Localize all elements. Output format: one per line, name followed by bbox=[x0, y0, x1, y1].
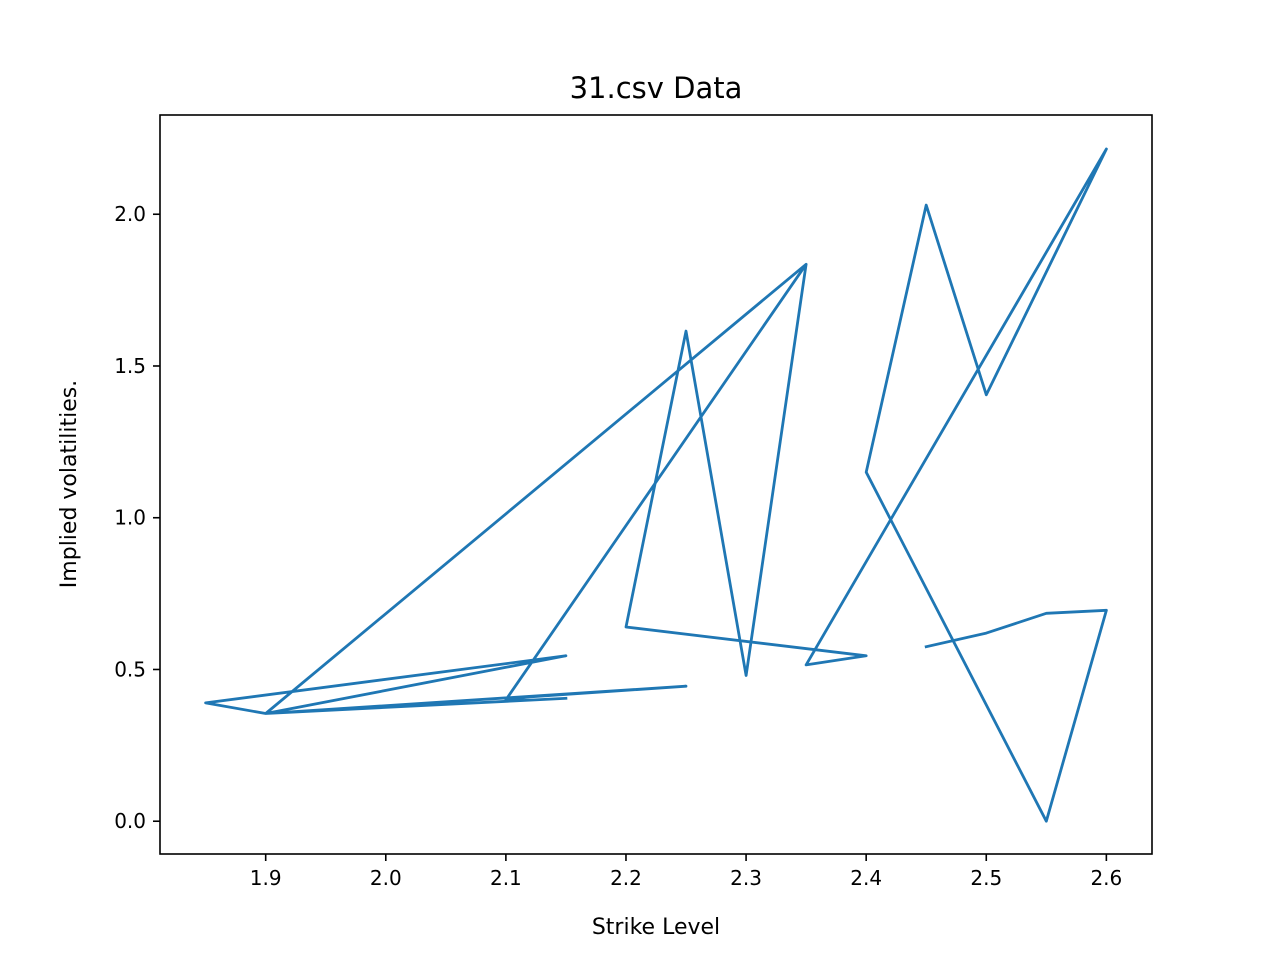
x-tick-label: 1.9 bbox=[250, 866, 282, 890]
x-tick-label: 2.3 bbox=[730, 866, 762, 890]
chart-title: 31.csv Data bbox=[570, 71, 743, 105]
x-tick-label: 2.2 bbox=[610, 866, 642, 890]
series-line-1 bbox=[204, 147, 1108, 823]
axes-frame bbox=[159, 114, 1153, 855]
y-axis-label: Implied volatilities. bbox=[57, 380, 82, 588]
x-tick-label: 2.6 bbox=[1090, 866, 1122, 890]
y-tick-label: 0.5 bbox=[114, 657, 146, 681]
y-axis: 0.0 0.5 1.0 1.5 2.0 bbox=[114, 202, 160, 833]
x-axis: 1.9 2.0 2.1 2.2 2.3 2.4 2.5 2.6 bbox=[250, 854, 1122, 890]
y-tick-label: 1.5 bbox=[114, 354, 146, 378]
y-tick-label: 0.0 bbox=[114, 809, 146, 833]
plot-area bbox=[204, 147, 1108, 823]
x-tick-label: 2.5 bbox=[970, 866, 1002, 890]
y-tick-label: 1.0 bbox=[114, 506, 146, 530]
y-tick-label: 2.0 bbox=[114, 202, 146, 226]
x-tick-label: 2.0 bbox=[370, 866, 402, 890]
x-tick-label: 2.1 bbox=[490, 866, 522, 890]
x-axis-label: Strike Level bbox=[592, 915, 720, 940]
x-tick-label: 2.4 bbox=[850, 866, 882, 890]
